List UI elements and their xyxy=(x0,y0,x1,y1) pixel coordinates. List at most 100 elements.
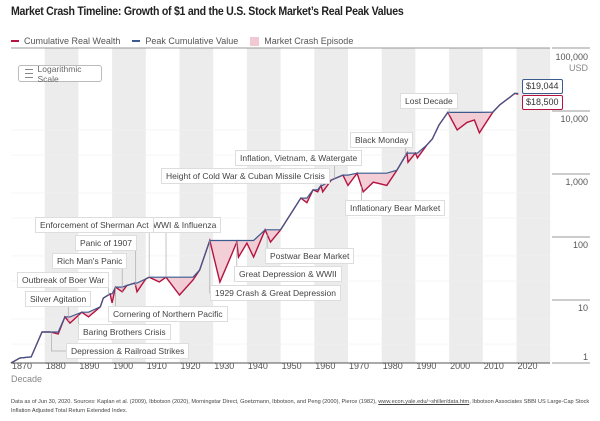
wealth-point xyxy=(312,189,314,191)
x-tick-label: 1880 xyxy=(45,361,66,371)
wealth-point xyxy=(10,362,12,364)
wealth-point xyxy=(406,152,408,154)
legend-label: Market Crash Episode xyxy=(264,36,354,46)
wealth-point xyxy=(81,311,83,313)
wealth-point xyxy=(57,333,59,335)
x-tick-label: 1910 xyxy=(146,361,167,371)
wealth-point xyxy=(246,242,248,244)
wealth-point xyxy=(438,124,440,126)
decade-band xyxy=(246,48,281,363)
wealth-point xyxy=(517,93,519,95)
wealth-point xyxy=(192,279,194,281)
wealth-point xyxy=(306,202,308,204)
wealth-point xyxy=(407,161,409,163)
wealth-point xyxy=(199,269,201,271)
x-tick-label: 2000 xyxy=(450,361,471,371)
footnote-text: , Ibbotson Associates SBBI US Large-Cap … xyxy=(11,399,590,414)
wealth-point xyxy=(280,229,281,231)
logarithmic-scale-button[interactable]: Logarithmic Scale xyxy=(18,64,102,84)
peak-value-label: $19,044 xyxy=(522,79,563,94)
wealth-point xyxy=(109,293,111,295)
wealth-point xyxy=(134,282,136,284)
annotation-label: Enforcement of Sherman Act xyxy=(35,217,154,233)
wealth-point xyxy=(158,281,160,283)
legend-item-peak[interactable]: Peak Cumulative Value xyxy=(132,36,238,46)
x-tick-label: 1970 xyxy=(349,361,370,371)
y-tick-1000: 1,000 xyxy=(565,177,588,187)
wealth-point xyxy=(417,157,418,159)
wealth-point xyxy=(322,191,324,193)
wealth-value-label: $18,500 xyxy=(522,95,563,110)
annotation-label: Outbreak of Boer War xyxy=(17,272,110,288)
crash-episode-area xyxy=(11,93,519,364)
wealth-point xyxy=(509,96,511,98)
annotation-label: Cornering of Northern Pacific xyxy=(108,306,228,322)
x-tick-label: 1990 xyxy=(416,361,437,371)
wealth-point xyxy=(474,119,475,121)
y-tick-10: 10 xyxy=(577,303,588,313)
wealth-point xyxy=(253,256,254,258)
list-icon xyxy=(25,69,33,78)
annotation-label: Postwar Bear Market xyxy=(265,248,355,264)
wealth-point xyxy=(19,357,21,359)
footnote-link[interactable]: www.econ.yale.edu/~shiller/data.htm xyxy=(378,399,470,405)
x-tick-label: 1920 xyxy=(180,361,201,371)
annotation-label: Silver Agitation xyxy=(25,291,92,307)
x-tick-label: 1930 xyxy=(214,361,235,371)
x-tick-label: 2020 xyxy=(517,361,538,371)
annotation-label: Lost Decade xyxy=(400,93,458,109)
wealth-point xyxy=(179,294,180,296)
peak-swatch xyxy=(132,40,141,42)
wealth-point xyxy=(386,185,388,186)
x-tick-label: 2010 xyxy=(483,361,504,371)
wealth-point xyxy=(356,172,358,174)
wealth-point xyxy=(264,229,266,231)
wealth-point xyxy=(145,278,147,280)
wealth-point xyxy=(136,291,138,293)
wealth-point xyxy=(447,112,449,113)
annotation-label: Black Monday xyxy=(350,132,414,148)
x-tick-label: 1940 xyxy=(247,361,268,371)
wealth-swatch xyxy=(11,40,19,42)
x-tick-label: 1900 xyxy=(113,361,134,371)
wealth-point xyxy=(300,197,302,199)
y-tick-100000: 100,000 USD xyxy=(555,52,588,73)
chart-title: Market Crash Timeline: Growth of $1 and … xyxy=(11,6,404,18)
wealth-point xyxy=(30,356,32,358)
x-tick-label: 1870 xyxy=(12,361,33,371)
wealth-point xyxy=(238,256,239,258)
wealth-point xyxy=(126,285,128,286)
wealth-point xyxy=(317,191,318,193)
wealth-point xyxy=(372,181,374,183)
x-tick-label: 1980 xyxy=(382,361,403,371)
x-tick-label: 1960 xyxy=(315,361,336,371)
footnote: Data as of Jun 30, 2020. Sources: Kaplan… xyxy=(11,398,596,416)
legend-label: Peak Cumulative Value xyxy=(145,36,239,46)
wealth-point xyxy=(219,281,221,283)
annotation-label: Panic of 1907 xyxy=(75,235,137,251)
annotation-label: Depression & Railroad Strikes xyxy=(66,343,190,359)
wealth-point xyxy=(64,316,66,318)
wealth-point xyxy=(88,316,89,318)
annotation-label: WWI & Influenza xyxy=(148,217,222,233)
legend-item-wealth[interactable]: Cumulative Real Wealth xyxy=(11,36,120,46)
wealth-point xyxy=(342,174,344,176)
wealth-point xyxy=(69,322,71,324)
legend-item-crash[interactable]: Market Crash Episode xyxy=(250,36,353,46)
footnote-text: Data as of Jun 30, 2020. Sources: Kaplan… xyxy=(11,399,377,405)
legend: Cumulative Real Wealth Peak Cumulative V… xyxy=(11,36,353,46)
decade-band xyxy=(314,48,348,363)
crash-swatch xyxy=(250,36,260,46)
decade-band xyxy=(44,48,79,363)
wealth-point xyxy=(100,306,101,308)
legend-label: Cumulative Real Wealth xyxy=(24,36,121,46)
wealth-point xyxy=(111,302,113,304)
wealth-point xyxy=(492,111,494,113)
wealth-point xyxy=(514,93,516,94)
x-tick-label: 1890 xyxy=(79,361,100,371)
wealth-point xyxy=(456,129,458,131)
annotation-label: Inflation, Vietnam, & Watergate xyxy=(235,150,363,166)
wealth-point xyxy=(396,169,398,171)
x-tick-label: 1950 xyxy=(281,361,302,371)
y-unit: USD xyxy=(568,63,588,73)
